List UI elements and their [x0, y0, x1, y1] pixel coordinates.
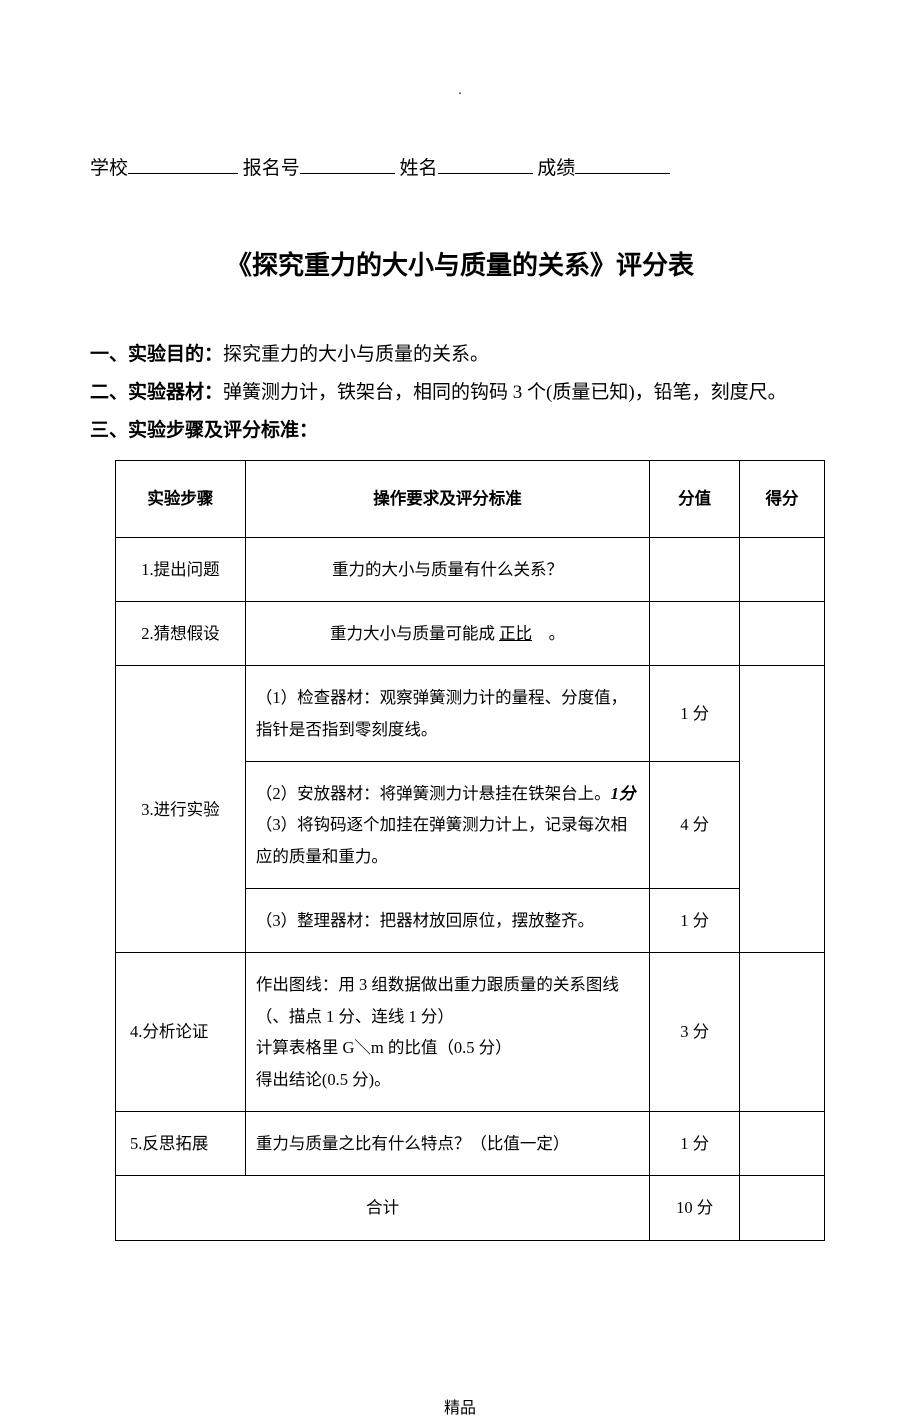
- r3b-line2: （3）将钩码逐个加挂在弹簧测力计上，记录每次相应的质量和重力。: [256, 815, 627, 865]
- table-row: 5.反思拓展 重力与质量之比有什么特点？（比值一定） 1 分: [116, 1111, 825, 1175]
- cell-step: 2.猜想假设: [116, 602, 246, 666]
- cell-criteria: 作出图线：用 3 组数据做出重力跟质量的关系图线（、描点 1 分、连线 1 分）…: [245, 953, 649, 1111]
- cell-score: 4 分: [650, 762, 740, 889]
- cell-criteria: （3）整理器材：把器材放回原位，摆放整齐。: [245, 889, 649, 953]
- grade-blank: [575, 152, 670, 174]
- cell-step: 3.进行实验: [116, 666, 246, 953]
- table-header-row: 实验步骤 操作要求及评分标准 分值 得分: [116, 461, 825, 537]
- section-3: 三、实验步骤及评分标准：: [90, 412, 830, 450]
- s3-label: 三、实验步骤及评分标准：: [90, 420, 318, 441]
- name-blank: [438, 152, 533, 174]
- cell-score: 1 分: [650, 666, 740, 762]
- cell-step: 5.反思拓展: [116, 1111, 246, 1175]
- cell-total-score: 10 分: [650, 1176, 740, 1240]
- section-1: 一、实验目的：探究重力的大小与质量的关系。: [90, 336, 830, 374]
- r4-line2: 计算表格里 G＼m 的比值（0.5 分）: [256, 1038, 512, 1057]
- table-row: 2.猜想假设 重力大小与质量可能成 正比 。: [116, 602, 825, 666]
- s2-label: 二、实验器材：: [90, 382, 223, 403]
- table-row: 1.提出问题 重力的大小与质量有什么关系？: [116, 537, 825, 601]
- scoring-table: 实验步骤 操作要求及评分标准 分值 得分 1.提出问题 重力的大小与质量有什么关…: [115, 460, 825, 1240]
- r3b-line1: （2）安放器材：将弹簧测力计悬挂在铁架台上。: [256, 784, 611, 803]
- r2-underline: 正比: [499, 624, 532, 643]
- s1-label: 一、实验目的：: [90, 344, 223, 365]
- th-got: 得分: [740, 461, 825, 537]
- r2-post: 。: [532, 624, 565, 643]
- r2-pre: 重力大小与质量可能成: [330, 624, 499, 643]
- cell-score: 1 分: [650, 889, 740, 953]
- cell-got: [740, 537, 825, 601]
- s1-text: 探究重力的大小与质量的关系。: [223, 344, 489, 365]
- cell-got: [740, 1176, 825, 1240]
- cell-criteria: 重力大小与质量可能成 正比 。: [245, 602, 649, 666]
- name-label: 姓名: [400, 158, 438, 179]
- r4-line1: 作出图线：用 3 组数据做出重力跟质量的关系图线（、描点 1 分、连线 1 分）: [256, 975, 619, 1025]
- cell-got: [740, 1111, 825, 1175]
- cell-got: [740, 953, 825, 1111]
- reg-label: 报名号: [243, 158, 300, 179]
- r3b-bold: 1分: [611, 784, 636, 803]
- footer-text: 精品: [90, 1396, 830, 1421]
- cell-step: 4.分析论证: [116, 953, 246, 1111]
- cell-criteria: 重力与质量之比有什么特点？（比值一定）: [245, 1111, 649, 1175]
- cell-got: [740, 602, 825, 666]
- table-row: 3.进行实验 （1）检查器材：观察弹簧测力计的量程、分度值，指针是否指到零刻度线…: [116, 666, 825, 762]
- table-total-row: 合计 10 分: [116, 1176, 825, 1240]
- page-title: 《探究重力的大小与质量的关系》评分表: [90, 245, 830, 287]
- th-score: 分值: [650, 461, 740, 537]
- cell-criteria: （1）检查器材：观察弹簧测力计的量程、分度值，指针是否指到零刻度线。: [245, 666, 649, 762]
- school-label: 学校: [90, 158, 128, 179]
- header-line: 学校 报名号 姓名 成绩: [90, 152, 830, 184]
- table-row: 4.分析论证 作出图线：用 3 组数据做出重力跟质量的关系图线（、描点 1 分、…: [116, 953, 825, 1111]
- cell-criteria: （2）安放器材：将弹簧测力计悬挂在铁架台上。1分 （3）将钩码逐个加挂在弹簧测力…: [245, 762, 649, 889]
- top-dot: .: [90, 80, 830, 102]
- cell-score: [650, 602, 740, 666]
- cell-criteria: 重力的大小与质量有什么关系？: [245, 537, 649, 601]
- cell-total-label: 合计: [116, 1176, 650, 1240]
- th-criteria: 操作要求及评分标准: [245, 461, 649, 537]
- cell-got: [740, 666, 825, 953]
- grade-label: 成绩: [537, 158, 575, 179]
- cell-score: [650, 537, 740, 601]
- r4-line3: 得出结论(0.5 分)。: [256, 1070, 391, 1089]
- cell-score: 3 分: [650, 953, 740, 1111]
- s2-text: 弹簧测力计，铁架台，相同的钩码 3 个(质量已知)，铅笔，刻度尺。: [223, 382, 787, 403]
- cell-step: 1.提出问题: [116, 537, 246, 601]
- cell-score: 1 分: [650, 1111, 740, 1175]
- th-step: 实验步骤: [116, 461, 246, 537]
- school-blank: [128, 152, 238, 174]
- reg-blank: [300, 152, 395, 174]
- section-2: 二、实验器材：弹簧测力计，铁架台，相同的钩码 3 个(质量已知)，铅笔，刻度尺。: [90, 374, 830, 412]
